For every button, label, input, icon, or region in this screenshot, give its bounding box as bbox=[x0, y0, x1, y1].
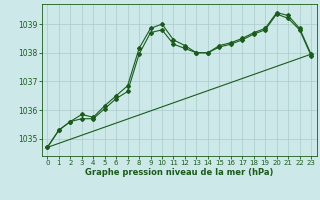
X-axis label: Graphe pression niveau de la mer (hPa): Graphe pression niveau de la mer (hPa) bbox=[85, 168, 273, 177]
